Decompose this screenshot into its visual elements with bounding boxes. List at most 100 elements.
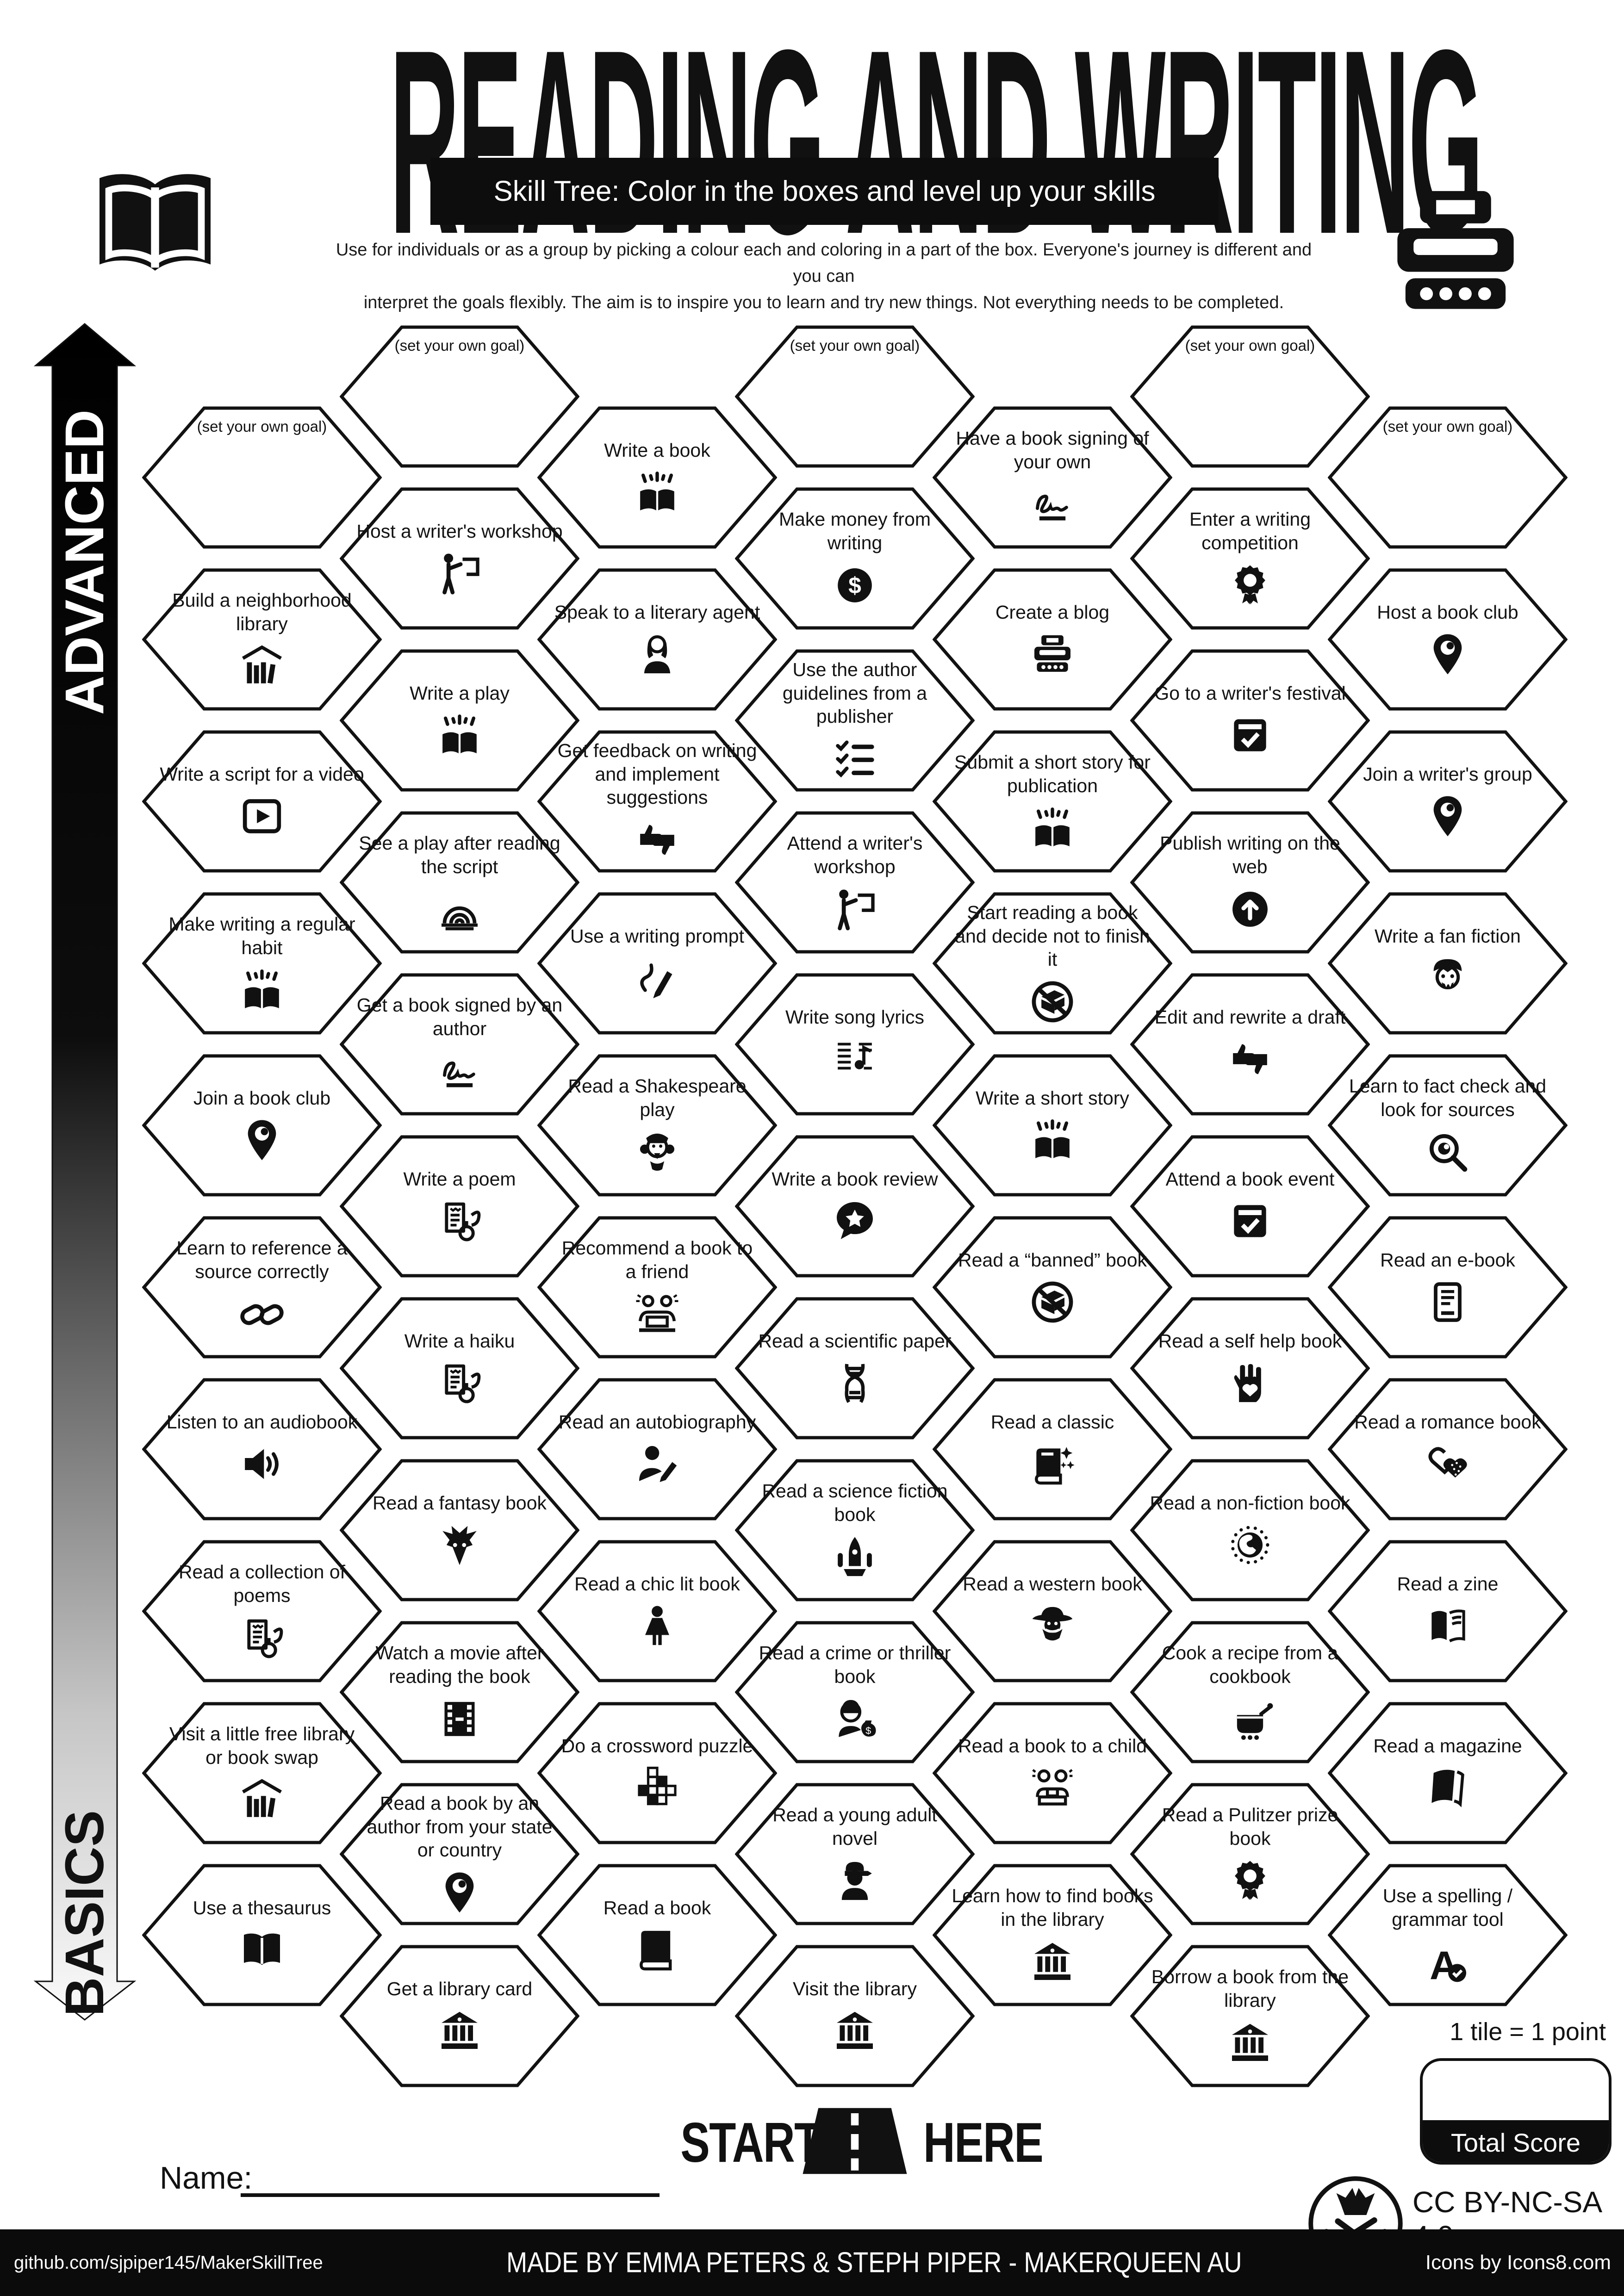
- hex-tile: (set your own goal): [340, 324, 579, 469]
- hex-tile: Write a poem: [340, 1134, 579, 1278]
- hex-label: Read an autobiography: [558, 1411, 756, 1433]
- theater-icon: [436, 885, 484, 933]
- hex-label: Write a script for a video: [160, 763, 364, 785]
- hex-tile: Read a western book: [933, 1539, 1172, 1683]
- hex-tile: Read a zine: [1328, 1539, 1568, 1683]
- hand-heart-icon: [1226, 1359, 1274, 1407]
- svg-text:$: $: [865, 1725, 871, 1736]
- hex-label: Read an e-book: [1380, 1249, 1515, 1271]
- hex-tile: Get a book signed by an author: [340, 972, 579, 1117]
- hex-label: Read a book: [603, 1897, 711, 1918]
- open-book-icon: [238, 1926, 286, 1974]
- dress-woman-icon: [633, 1602, 681, 1650]
- hex-tile: Start reading a book and decide not to f…: [933, 891, 1172, 1036]
- hex-tile: Recommend a book to a friend: [537, 1215, 777, 1359]
- hex-label: Build a neighborhood library: [172, 590, 352, 634]
- total-score-bar: Total Score: [1423, 2120, 1609, 2162]
- hex-label: See a play after reading the script: [359, 832, 560, 877]
- rocket-icon: [831, 1533, 879, 1581]
- hex-label: Cook a recipe from a cookbook: [1162, 1642, 1338, 1687]
- presenter-icon: [831, 885, 879, 933]
- hex-tile: Read a self help book: [1130, 1296, 1370, 1440]
- hex-label: Attend a writer's workshop: [787, 832, 923, 877]
- total-score-label: Total Score: [1450, 2128, 1581, 2157]
- links-icon: [238, 1290, 286, 1338]
- dollar-icon: $: [831, 561, 879, 609]
- hex-label: Go to a writer's festival: [1154, 682, 1346, 704]
- classic-icon: [1028, 1440, 1076, 1488]
- ya-person-icon: [831, 1857, 879, 1905]
- hex-tile: Host a writer's workshop: [340, 486, 579, 631]
- hex-tile: Learn to reference a source correctly: [142, 1215, 382, 1359]
- magazine-icon: [1424, 1764, 1472, 1812]
- hex-label: Enter a writing competition: [1189, 509, 1311, 553]
- book-sparks-icon: [1028, 804, 1076, 852]
- pot-icon: [1226, 1695, 1274, 1743]
- hex-tile: (set your own goal): [1328, 405, 1568, 550]
- award-icon: [1226, 561, 1274, 609]
- hex-label: (set your own goal): [1185, 337, 1315, 354]
- hex-tile: Get a library card: [340, 1944, 579, 2088]
- pin-icon: [1424, 792, 1472, 840]
- dna-icon: [831, 1359, 879, 1407]
- checklist-icon: [831, 735, 879, 783]
- hex-label: Use a spelling / grammar tool: [1382, 1885, 1513, 1930]
- library-building-icon: [436, 2007, 484, 2055]
- hex-tile: Make writing a regular habit: [142, 891, 382, 1036]
- hex-label: Write a short story: [976, 1087, 1129, 1109]
- library-house-icon: [238, 1776, 286, 1824]
- ereader-icon: [1424, 1278, 1472, 1326]
- hex-tile: Borrow a book from the library: [1130, 1944, 1370, 2088]
- presenter-icon: [436, 549, 484, 597]
- hex-label: Write a poem: [403, 1168, 516, 1190]
- name-line: [241, 2193, 660, 2197]
- hex-label: Read a crime or thriller book: [759, 1642, 951, 1687]
- hex-tile: Watch a movie after reading the book: [340, 1620, 579, 1764]
- hex-label: Make money from writing: [778, 509, 931, 553]
- hex-tile: Learn to fact check and look for sources: [1328, 1053, 1568, 1198]
- hex-tile: Read a chic lit book: [537, 1539, 777, 1683]
- music-icon: [831, 1035, 879, 1083]
- hex-label: Read a book by an author from your state…: [367, 1792, 553, 1861]
- calendar-check-icon: [1226, 711, 1274, 759]
- hex-label: Read a Pulitzer prize book: [1162, 1804, 1338, 1849]
- spellcheck-icon: A: [1424, 1938, 1472, 1988]
- hex-label: Get a book signed by an author: [356, 994, 563, 1039]
- hex-tile: (set your own goal): [735, 324, 975, 469]
- hex-label: Learn to reference a source correctly: [176, 1237, 348, 1282]
- dragon-icon: [436, 1521, 484, 1569]
- poem-icon: [436, 1197, 484, 1245]
- footer-bar: github.com/sjpiper145/MakerSkillTree MAD…: [0, 2229, 1624, 2296]
- hex-label: Speak to a literary agent: [554, 601, 760, 623]
- hex-label: (set your own goal): [1382, 418, 1513, 435]
- hex-label: Write song lyrics: [785, 1006, 924, 1028]
- speaker-icon: [238, 1440, 286, 1488]
- start-label: START: [680, 2111, 821, 2174]
- hex-tile: Attend a writer's workshop: [735, 810, 975, 955]
- hex-label: Read a non-fiction book: [1150, 1492, 1350, 1514]
- poem-icon: [238, 1614, 286, 1662]
- closed-book-icon: [633, 1926, 681, 1974]
- hex-label: Host a writer's workshop: [356, 520, 563, 542]
- hex-label: (set your own goal): [790, 337, 920, 354]
- total-score-box: Total Score: [1420, 2058, 1612, 2165]
- hex-tile: Attend a book event: [1130, 1134, 1370, 1278]
- book-sparks-icon: [1028, 1116, 1076, 1164]
- hex-tile: Read an autobiography: [537, 1377, 777, 1521]
- hex-label: (set your own goal): [197, 418, 327, 435]
- hex-label: Join a writer's group: [1363, 763, 1532, 785]
- hex-label: Read a chic lit book: [574, 1573, 740, 1595]
- hex-label: Read a zine: [1397, 1573, 1499, 1595]
- hex-label: Write a haiku: [404, 1330, 515, 1352]
- hex-label: Use the author guidelines from a publish…: [782, 658, 927, 727]
- hex-tile: Write a book review: [735, 1134, 975, 1278]
- book-icon: [74, 150, 236, 298]
- typewriter-icon: [1363, 175, 1548, 330]
- hex-tile: Have a book signing of your own: [933, 405, 1172, 550]
- hex-tile: Write song lyrics: [735, 972, 975, 1117]
- footer-icons8: Icons by Icons8.com: [1425, 2251, 1611, 2274]
- hex-label: Submit a short story for publication: [954, 751, 1151, 796]
- hex-tile: Read a Pulitzer prize book: [1130, 1782, 1370, 1926]
